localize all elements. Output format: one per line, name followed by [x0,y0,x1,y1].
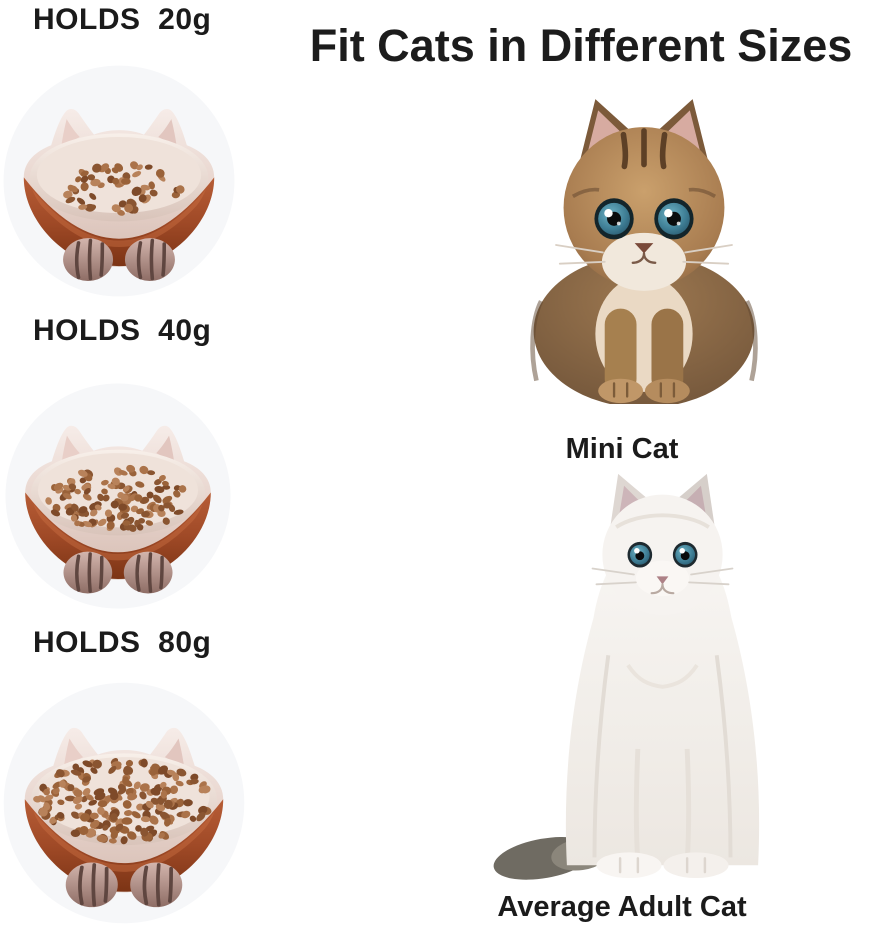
mini-cat-label: Mini Cat [565,433,679,465]
cat-bowl-40g-illustration [2,380,234,612]
page-title: Fit Cats in Different Sizes [309,20,853,71]
bowl-capacity-label-40g: HOLDS 40g [33,314,212,347]
bowl-capacity-label-80g: HOLDS 80g [33,626,212,659]
mini-cat-image [530,99,758,404]
bowl-capacity-label-20g: HOLDS 20g [33,3,212,36]
cat-bowl-20g-illustration [0,62,238,300]
average-adult-cat-image [493,473,760,880]
average-adult-cat-label: Average Adult Cat [497,891,747,923]
cat-bowl-80g-illustration [0,679,248,927]
